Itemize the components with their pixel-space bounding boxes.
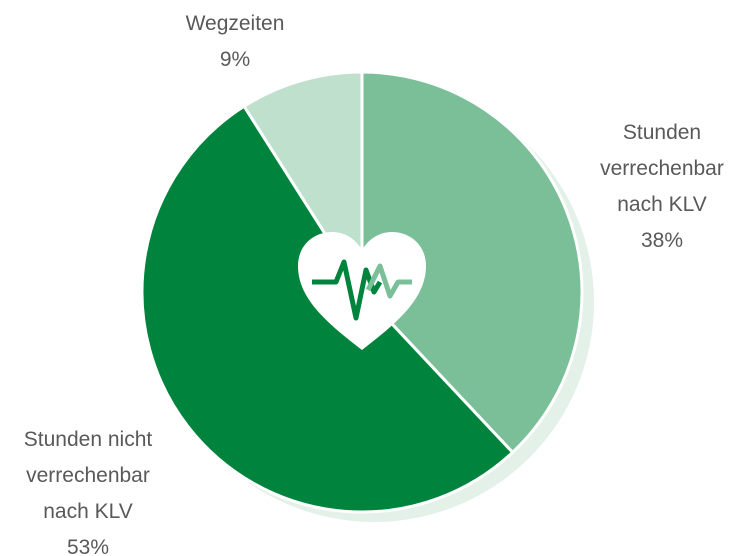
slice-label: Stunden nicht verrechenbar nach KLV 53% xyxy=(6,422,171,556)
slice xyxy=(360,70,584,455)
category-label: Wegzeiten xyxy=(185,12,285,35)
value-label: 9% xyxy=(219,48,251,71)
slice-label: Stunden verrechenbar nach KLV 38% xyxy=(587,115,737,259)
value-label: 53% xyxy=(66,536,110,556)
slice-label: Wegzeiten 9% xyxy=(135,6,335,78)
value-label: 38% xyxy=(640,229,684,252)
category-label: Stunden nicht verrechenbar nach KLV xyxy=(23,428,153,523)
heart-icon xyxy=(298,232,426,350)
category-label: Stunden verrechenbar nach KLV xyxy=(600,121,724,216)
